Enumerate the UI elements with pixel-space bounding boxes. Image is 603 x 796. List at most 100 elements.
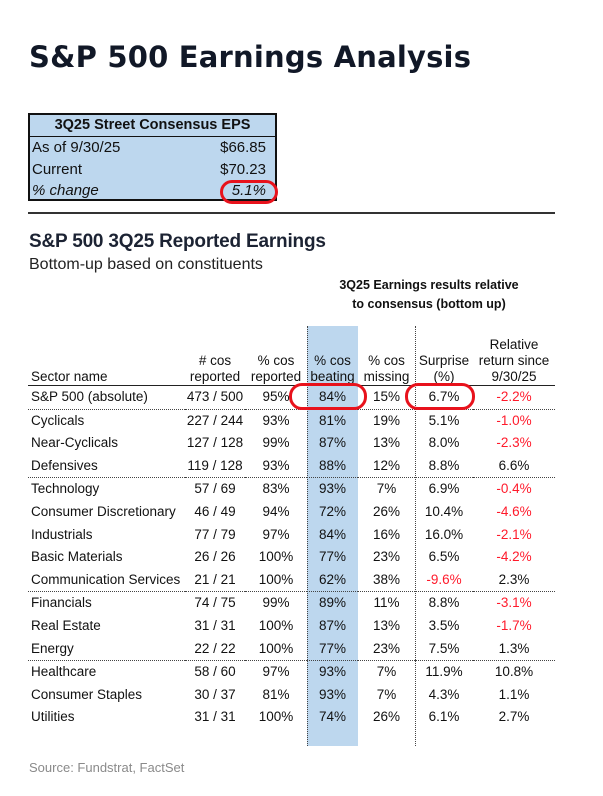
pct-missing-cell: 13% — [358, 615, 415, 638]
highlight-circle-annotation — [219, 180, 278, 204]
cell-value: 95% — [262, 389, 290, 404]
cell-value: 13% — [372, 617, 401, 633]
table-row: Basic Materials 26 / 26 100% 77% 23% 6.5% -4.2… — [28, 546, 555, 569]
cell-value: -1.7% — [496, 617, 532, 633]
cell-value: 16% — [372, 526, 401, 542]
sector-name-cell: Consumer Staples — [28, 684, 185, 707]
cell-value: 8.8% — [428, 595, 460, 611]
column-header-line — [31, 353, 185, 369]
cell-value: 74% — [318, 709, 347, 725]
eps-row-change: % change 5.1% — [30, 180, 278, 204]
column-header: # cos reported — [185, 326, 245, 386]
eps-label: Current — [32, 160, 83, 178]
cell-value: 11.9% — [425, 664, 463, 680]
rel-return-cell: -2.2% — [473, 385, 555, 410]
table-row: Real Estate 31 / 31 100% 87% 13% 3.5% -1.7% — [28, 615, 555, 638]
rel-return-cell: -1.7% — [473, 615, 555, 638]
surprise-cell: 7.5% — [415, 637, 473, 662]
surprise-cell: 8.0% — [415, 432, 473, 455]
cell-value: 72% — [318, 503, 347, 519]
pct-reported-cell: 93% — [245, 409, 307, 432]
pct-missing-cell: 38% — [358, 568, 415, 593]
pct-missing-cell: 19% — [358, 409, 415, 432]
pct-missing-cell: 11% — [358, 592, 415, 615]
pct-beating-cell: 93% — [307, 478, 358, 501]
cell-value: 15% — [372, 389, 401, 404]
sector-name-cell: Communication Services — [28, 568, 185, 593]
cell-value: 10.4% — [424, 503, 464, 519]
cell-value: 100% — [258, 617, 294, 633]
rel-return-cell: 2.7% — [473, 706, 555, 729]
reported-cell: 77 / 79 — [185, 524, 245, 547]
reported-cell: 31 / 31 — [185, 615, 245, 638]
group-header-line: to consensus (bottom up) — [352, 297, 506, 311]
cell-value: 5.1% — [428, 412, 460, 428]
cell-value: 22 / 22 — [194, 640, 236, 656]
sector-name-cell: Real Estate — [28, 615, 185, 638]
cell-value: 62% — [318, 571, 347, 587]
cell-value: 7% — [376, 686, 397, 702]
cell-value: 58 / 60 — [194, 664, 236, 680]
cell-value: 19% — [372, 412, 401, 428]
rel-return-cell: -1.0% — [473, 409, 555, 432]
column-header-line — [245, 337, 307, 353]
reported-cell: 127 / 128 — [185, 432, 245, 455]
cell-value: 87% — [318, 435, 347, 451]
cell-value: 11% — [373, 595, 400, 611]
column-header-line — [358, 337, 415, 353]
pct-reported-cell: 94% — [245, 501, 307, 524]
pct-beating-cell: 87% — [307, 615, 358, 638]
column-header-line: Sector name — [31, 369, 108, 384]
cell-value: 23% — [372, 640, 401, 656]
cell-value: 57 / 69 — [194, 481, 236, 497]
table-row: S&P 500 (absolute) 473 / 500 95% 84% 15% 6.7%… — [28, 383, 555, 410]
column-header-line: 9/30/25 — [491, 369, 537, 384]
pct-missing-cell: 26% — [358, 706, 415, 729]
cell-value: 119 / 128 — [187, 457, 243, 473]
cell-value: Near-Cyclicals — [31, 435, 119, 451]
pct-beating-cell: 93% — [307, 684, 358, 707]
cell-value: -2.3% — [496, 435, 532, 451]
pct-beating-cell: 74% — [307, 706, 358, 729]
table-header-row: Sector name # cos reported % cos reported … — [28, 326, 555, 386]
reported-cell: 57 / 69 — [185, 478, 245, 501]
column-header: Surprise (%) — [415, 326, 473, 386]
cell-value: Cyclicals — [31, 412, 85, 428]
column-divider — [307, 326, 308, 746]
pct-reported-cell: 81% — [245, 684, 307, 707]
reported-cell: 26 / 26 — [185, 546, 245, 569]
sector-name-cell: Financials — [28, 592, 185, 615]
cell-value: 3.5% — [428, 617, 460, 633]
pct-reported-cell: 100% — [245, 615, 307, 638]
eps-label: As of 9/30/25 — [32, 139, 121, 156]
cell-value: 21 / 21 — [194, 571, 236, 587]
cell-value: Communication Services — [31, 571, 181, 587]
column-header-line: Surprise — [418, 353, 470, 368]
sector-name-cell: Cyclicals — [28, 409, 185, 432]
cell-value: 1.3% — [498, 640, 530, 656]
cell-value: Consumer Staples — [31, 686, 143, 702]
cell-value: 94% — [262, 503, 290, 519]
column-header: % cos beating — [307, 326, 358, 386]
cell-value: 100% — [258, 549, 294, 565]
pct-reported-cell: 100% — [245, 568, 307, 593]
reported-cell: 46 / 49 — [185, 501, 245, 524]
cell-value: S&P 500 (absolute) — [31, 389, 148, 404]
cell-value: 6.1% — [428, 709, 460, 725]
column-header-line: % cos — [368, 353, 405, 368]
column-group-header: 3Q25 Earnings results relative to consen… — [318, 276, 540, 314]
table-row: Financials 74 / 75 99% 89% 11% 8.8% -3.1% — [28, 592, 555, 615]
cell-value: -1.0% — [496, 412, 532, 428]
column-header: Sector name — [28, 326, 185, 386]
pct-missing-cell: 13% — [358, 432, 415, 455]
reported-cell: 227 / 244 — [185, 409, 245, 432]
cell-value: 81% — [262, 686, 290, 702]
column-header-line: % cos — [257, 353, 295, 368]
pct-missing-cell: 23% — [358, 637, 415, 662]
cell-value: 7% — [376, 664, 397, 680]
cell-value: 89% — [318, 595, 347, 611]
cell-value: 16.0% — [424, 526, 464, 542]
surprise-cell: 3.5% — [415, 615, 473, 638]
source-note: Source: Fundstrat, FactSet — [29, 760, 185, 775]
pct-missing-cell: 23% — [358, 546, 415, 569]
